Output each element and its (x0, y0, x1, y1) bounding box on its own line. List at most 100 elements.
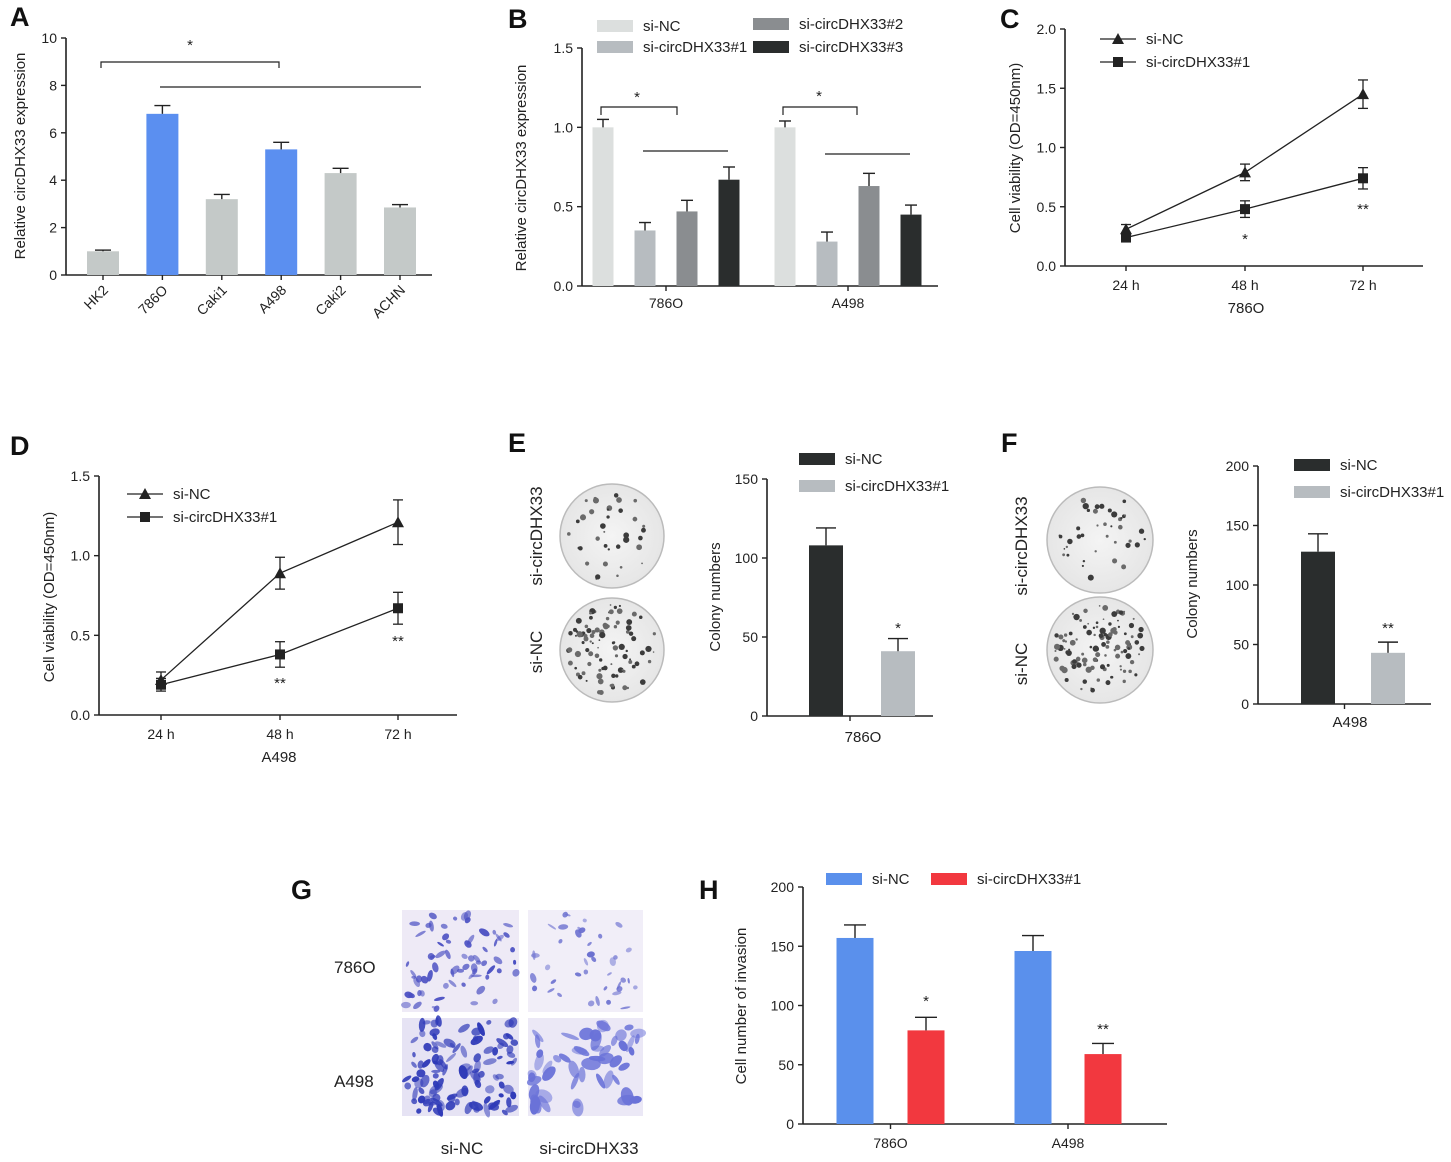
colony-dot (574, 634, 577, 637)
colony-dot (1123, 648, 1128, 654)
colony-dot (1134, 673, 1138, 677)
stained-cell (437, 941, 444, 947)
colony-dot (609, 684, 613, 687)
legend-swatch-b-4 (753, 41, 789, 53)
colony-dot (613, 493, 619, 498)
data-point-chart-d-si-NC (392, 516, 404, 528)
stained-cell (625, 1035, 635, 1053)
colony-dot (636, 544, 643, 551)
y-tick-label-a: 6 (49, 125, 57, 141)
stained-cell (479, 928, 490, 937)
colony-dot (1127, 647, 1131, 650)
colony-dot (600, 523, 606, 529)
colony-dot (1068, 648, 1071, 651)
stained-cell (460, 1045, 468, 1058)
colony-dot (1110, 525, 1113, 528)
stained-cell (612, 991, 622, 996)
colony-dot (608, 609, 614, 615)
colony-dot (1092, 657, 1098, 663)
bar-b-786O-si-circDHX33#3 (718, 179, 740, 286)
colony-dot (586, 627, 592, 634)
colony-dot (1112, 627, 1117, 632)
colony-dot (1111, 511, 1118, 518)
colony-dot (1066, 650, 1072, 656)
stained-cell (445, 949, 451, 960)
stained-cell (492, 1074, 499, 1081)
colony-dot (1054, 649, 1057, 653)
colony-dot (1079, 618, 1083, 622)
panel-label-g: G (291, 875, 312, 905)
legend-label-chart-d: si-NC (173, 486, 211, 503)
colony-dot (1064, 640, 1068, 643)
legend-swatch-h-2 (931, 873, 967, 885)
stained-cell (503, 1033, 510, 1040)
stained-cell (510, 1039, 519, 1046)
colony-dot (1118, 524, 1123, 530)
colony-dot (631, 636, 637, 642)
colony-dot (1122, 679, 1126, 684)
stained-cell (470, 1071, 481, 1082)
stained-cell (532, 950, 536, 960)
stained-cell (553, 1054, 562, 1063)
stained-cell (428, 1089, 437, 1098)
legend-swatch-chart-e-1 (799, 480, 835, 492)
colony-dot (1119, 668, 1123, 671)
stained-cell (435, 1015, 442, 1027)
colony-dot (584, 499, 588, 503)
bar-a-ACHN (384, 207, 416, 275)
stained-cell (587, 1000, 595, 1007)
stained-cell (558, 939, 563, 944)
significance-mark-chart-c: * (1242, 231, 1248, 248)
stained-cell (501, 1109, 508, 1116)
stained-cell (618, 1062, 630, 1071)
stained-cell (454, 1098, 460, 1106)
stained-cell (583, 958, 589, 966)
image-label-f-bottom: si-NC (1012, 643, 1031, 686)
colony-dot (1092, 645, 1099, 652)
colony-dot (1068, 631, 1073, 636)
colony-dot (1066, 553, 1070, 557)
data-point-chart-d-si-NC (274, 567, 286, 579)
legend-marker-chart-c (1112, 33, 1124, 44)
bar-b-A498-si-circDHX33#1 (816, 241, 838, 286)
stained-cell (534, 1053, 544, 1071)
colony-dot (1080, 497, 1087, 504)
stained-cell (427, 953, 435, 960)
colony-dot (615, 674, 619, 678)
colony-dot (612, 645, 619, 651)
stained-cell (588, 1055, 606, 1062)
stained-cell (431, 1046, 439, 1054)
stained-cell (461, 982, 466, 987)
legend-label-chart-c: si-NC (1146, 31, 1184, 48)
stained-cell (595, 995, 600, 1006)
stained-cell (419, 990, 425, 997)
colony-dot (1075, 638, 1078, 641)
colony-dot (589, 640, 592, 643)
colony-dot (1125, 653, 1132, 659)
bar-chart-e-si-NC (809, 545, 843, 716)
colony-dot (575, 519, 580, 524)
stained-cell (436, 1055, 444, 1066)
legend-marker-chart-d (139, 488, 151, 499)
stained-cell (473, 1053, 482, 1063)
bar-chart-e-si-circDHX33#1 (881, 651, 915, 716)
colony-dot (1102, 604, 1109, 611)
stained-cell (506, 1060, 515, 1065)
significance-mark-chart-e: * (895, 620, 901, 637)
colony-dot (581, 671, 586, 676)
stained-cell (461, 953, 468, 959)
stained-cell (532, 985, 538, 992)
stained-cell (572, 1100, 581, 1108)
colony-dot (633, 498, 638, 503)
colony-dish-f-si-nc (1046, 596, 1154, 704)
x-tick-label-chart-c: 72 h (1349, 277, 1376, 293)
y-tick-label-chart-f: 50 (1233, 637, 1249, 653)
stained-cell (606, 999, 611, 1005)
colony-dot (598, 690, 604, 695)
stained-cell (412, 1087, 418, 1101)
chart-a: 0 2 4 6 8 10 HK2 786O Caki1 A498 Caki2 ACHN * (41, 30, 432, 321)
colony-dot (1101, 642, 1106, 647)
data-point-chart-d-si-circDHX33#1 (393, 603, 403, 614)
colony-dot (1061, 666, 1068, 674)
stained-cell (470, 1001, 479, 1006)
